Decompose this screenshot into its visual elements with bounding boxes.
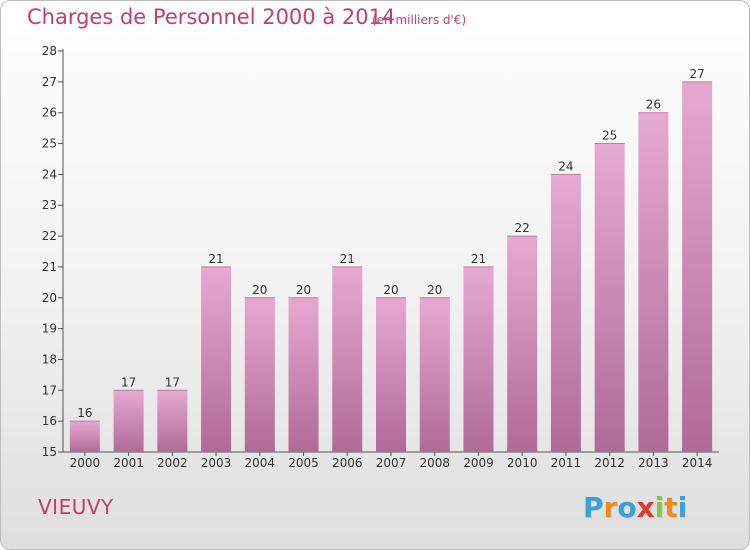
bar-value-label: 26 (646, 98, 661, 112)
y-tick-label: 15 (42, 445, 57, 459)
x-tick-label: 2003 (201, 456, 232, 470)
x-tick-label: 2008 (419, 456, 450, 470)
y-tick-label: 23 (42, 198, 57, 212)
bar-value-label: 20 (296, 283, 311, 297)
y-tick-label: 27 (42, 75, 57, 89)
proxiti-logo: Proxiti (583, 491, 687, 524)
y-tick-label: 19 (42, 322, 57, 336)
bar-value-label: 21 (208, 252, 223, 266)
chart-subtitle: (en milliers d'€) (372, 13, 467, 27)
bar (332, 266, 363, 452)
x-tick-label: 2006 (332, 456, 363, 470)
logo-letter: i (654, 491, 665, 524)
bar-value-label: 16 (77, 406, 92, 420)
bar-value-label: 21 (471, 252, 486, 266)
x-tick-label: 2010 (507, 456, 538, 470)
bar (113, 390, 144, 452)
bar (682, 81, 713, 452)
bar (288, 297, 319, 452)
logo-letter: i (677, 491, 688, 524)
y-tick-label: 18 (42, 352, 57, 366)
chart-title: Charges de Personnel 2000 à 2014 (27, 5, 396, 29)
y-axis: 15 16 17 18 19 20 21 22 23 24 25 26 27 28 (42, 44, 64, 459)
logo-letter: r (603, 491, 618, 524)
bar-value-label: 17 (165, 375, 180, 389)
bar (594, 143, 625, 453)
bar-value-label: 24 (558, 159, 573, 173)
x-tick-label: 2011 (551, 456, 582, 470)
y-tick-label: 25 (42, 137, 57, 151)
bar (69, 421, 100, 452)
x-tick-label: 2013 (638, 456, 669, 470)
y-tick-label: 26 (42, 106, 57, 120)
bar (157, 390, 188, 452)
y-tick-label: 24 (42, 167, 57, 181)
commune-name: VIEUVY (38, 495, 114, 519)
logo-letter: o (617, 491, 637, 524)
logo-letter: x (636, 491, 655, 524)
bar (419, 297, 450, 452)
bar-value-label: 25 (602, 129, 617, 143)
y-tick-label: 21 (42, 260, 57, 274)
bar-value-label: 21 (340, 252, 355, 266)
x-tick-label: 2007 (376, 456, 407, 470)
y-tick-label: 20 (42, 291, 57, 305)
bar (376, 297, 406, 452)
x-tick-label: 2005 (288, 456, 319, 470)
x-tick-label: 2012 (594, 456, 625, 470)
y-tick-label: 17 (42, 383, 57, 397)
y-tick-label: 28 (42, 44, 57, 58)
bar-value-label: 20 (427, 283, 442, 297)
bar (201, 266, 232, 452)
bar-value-label: 27 (689, 67, 704, 81)
bar-value-label: 22 (515, 221, 530, 235)
x-axis: 2000 2001 2002 2003 2004 2005 2006 2007 2008 2009… (63, 451, 719, 470)
bar-value-label: 20 (252, 283, 267, 297)
bar (550, 174, 581, 452)
y-tick-label: 16 (42, 414, 57, 428)
logo-letter: t (664, 491, 678, 524)
x-tick-label: 2002 (157, 456, 188, 470)
bar (463, 266, 494, 452)
bar (638, 112, 669, 452)
bar-value-label: 17 (121, 375, 136, 389)
bar (244, 297, 275, 452)
x-tick-label: 2000 (70, 456, 101, 470)
bar (507, 236, 538, 452)
y-tick-label: 22 (42, 229, 57, 243)
logo-letter: P (583, 491, 604, 524)
x-tick-label: 2009 (463, 456, 494, 470)
value-labels: 16 17 17 21 20 20 21 20 20 21 22 24 25 26 27 (77, 67, 705, 420)
x-tick-label: 2001 (113, 456, 144, 470)
x-tick-label: 2014 (682, 456, 713, 470)
x-tick-label: 2004 (245, 456, 276, 470)
bar-value-label: 20 (383, 283, 398, 297)
bars (69, 81, 713, 453)
